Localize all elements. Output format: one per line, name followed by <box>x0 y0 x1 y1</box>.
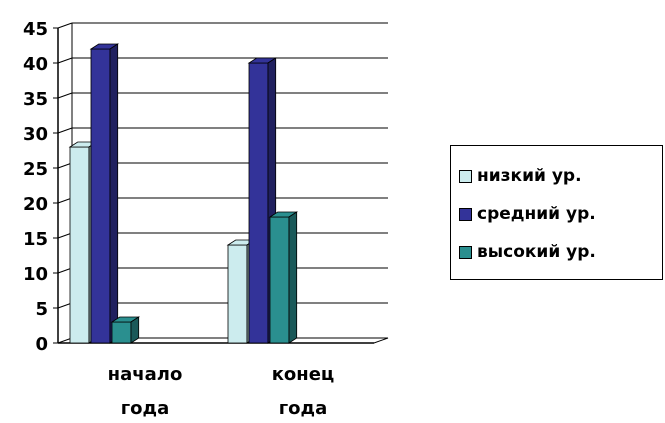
y-tick-labels: 0 5 10 15 20 25 30 35 40 45 <box>23 19 48 355</box>
y-tick-label: 30 <box>23 124 48 145</box>
bar <box>110 316 141 344</box>
y-tick-label: 5 <box>35 299 48 320</box>
legend-item-low: низкий ур. <box>459 164 582 188</box>
x-tick-label: года <box>279 398 327 419</box>
legend-label-low: низкий ур. <box>477 166 582 186</box>
y-tick-label: 35 <box>23 89 48 110</box>
legend-swatch-high <box>459 245 472 259</box>
legend-label-medium: средний ур. <box>477 204 596 224</box>
legend-item-medium: средний ур. <box>459 202 596 226</box>
y-tick-label: 40 <box>23 54 48 75</box>
y-tick-label: 10 <box>23 264 48 285</box>
legend-swatch-low <box>459 169 472 183</box>
gridline-side <box>57 57 73 64</box>
y-tick-label: 0 <box>35 334 48 355</box>
legend-label-high: высокий ур. <box>477 242 596 262</box>
bar <box>268 211 299 344</box>
y-tick-label: 20 <box>23 194 48 215</box>
bars <box>68 43 299 344</box>
gridline-side <box>57 127 73 134</box>
bar <box>89 43 120 344</box>
legend-swatch-medium <box>459 207 472 221</box>
legend-item-high: высокий ур. <box>459 240 596 264</box>
x-tick-labels: начало года конец года <box>108 364 335 419</box>
y-tick-label: 45 <box>23 19 48 40</box>
gridline-side <box>57 92 73 99</box>
gridline-side <box>57 22 73 29</box>
y-tick-label: 15 <box>23 229 48 250</box>
legend: низкий ур. средний ур. высокий ур. <box>450 145 663 280</box>
y-tick-label: 25 <box>23 159 48 180</box>
x-tick-label: конец <box>272 364 335 385</box>
x-tick-label: года <box>121 398 169 419</box>
gridlines <box>57 22 388 309</box>
x-tick-label: начало <box>108 364 183 385</box>
